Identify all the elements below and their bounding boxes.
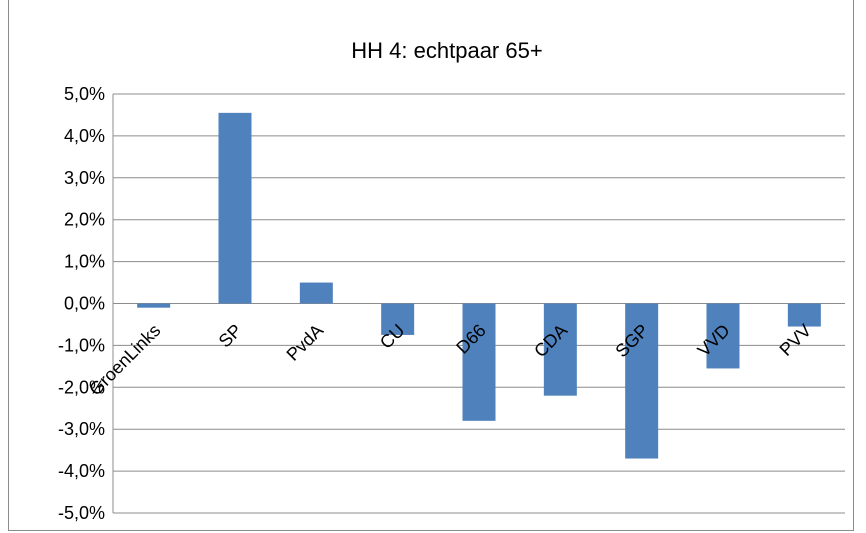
bar-d66	[462, 303, 496, 421]
bars	[137, 112, 821, 459]
y-tick-label: 2,0%	[64, 210, 105, 230]
y-tick-label: 0,0%	[64, 294, 105, 314]
category-label: PvdA	[283, 320, 328, 365]
y-axis-ticks: 5,0% 4,0% 3,0% 2,0% 1,0% 0,0% -1,0% -2,0% -3,0% -…	[58, 84, 105, 523]
category-label: SP	[215, 320, 246, 351]
bar-pvda	[299, 282, 333, 304]
bar-groenlinks	[137, 303, 171, 308]
bar-chart: HH 4: echtpaar 65+ 5,0% 4,0% 3,0% 2,0% 1,0% 0…	[58, 38, 845, 523]
y-tick-label: -5,0%	[58, 503, 105, 523]
y-tick-label: 1,0%	[64, 252, 105, 272]
bar-sp	[218, 112, 252, 304]
chart-frame: HH 4: echtpaar 65+ 5,0% 4,0% 3,0% 2,0% 1,0% 0…	[8, 0, 854, 531]
bar-cda	[543, 303, 577, 396]
y-tick-label: 4,0%	[64, 126, 105, 146]
y-tick-label: -2,0%	[58, 377, 105, 397]
y-tick-label: 3,0%	[64, 168, 105, 188]
bar-pvv	[787, 303, 821, 327]
bar-sgp	[625, 303, 659, 459]
y-tick-label: -1,0%	[58, 335, 105, 355]
bar-vvd	[706, 303, 740, 369]
bar-cu	[381, 303, 415, 335]
y-tick-label: -4,0%	[58, 461, 105, 481]
y-tick-label: 5,0%	[64, 84, 105, 104]
y-tick-label: -3,0%	[58, 419, 105, 439]
chart-title: HH 4: echtpaar 65+	[351, 38, 542, 63]
